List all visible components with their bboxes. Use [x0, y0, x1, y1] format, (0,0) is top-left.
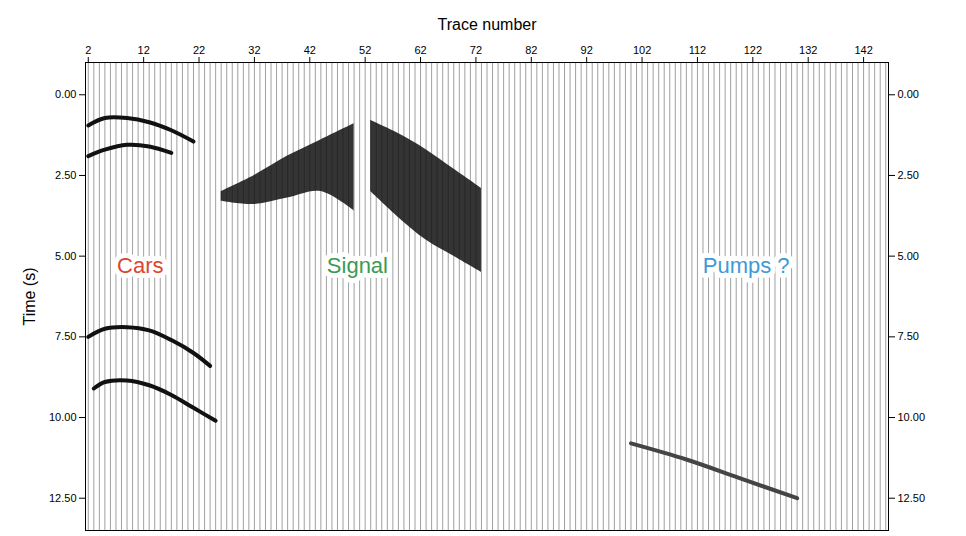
- svg-text:52: 52: [359, 44, 371, 56]
- svg-text:62: 62: [414, 44, 426, 56]
- svg-text:Pumps ?: Pumps ?: [703, 253, 790, 278]
- svg-text:5.00: 5.00: [898, 250, 919, 262]
- svg-text:32: 32: [248, 44, 260, 56]
- svg-text:22: 22: [193, 44, 205, 56]
- svg-text:7.50: 7.50: [898, 330, 919, 342]
- svg-text:Signal: Signal: [327, 253, 388, 278]
- svg-text:12.50: 12.50: [49, 492, 77, 504]
- svg-text:12: 12: [138, 44, 150, 56]
- svg-text:7.50: 7.50: [55, 330, 76, 342]
- svg-text:92: 92: [581, 44, 593, 56]
- svg-text:102: 102: [633, 44, 651, 56]
- svg-text:132: 132: [799, 44, 817, 56]
- svg-text:10.00: 10.00: [49, 411, 77, 423]
- svg-text:42: 42: [304, 44, 316, 56]
- svg-text:122: 122: [744, 44, 762, 56]
- svg-text:112: 112: [689, 44, 707, 56]
- svg-text:0.00: 0.00: [55, 88, 76, 100]
- svg-text:82: 82: [525, 44, 537, 56]
- svg-text:142: 142: [854, 44, 872, 56]
- svg-text:Trace number: Trace number: [438, 16, 538, 33]
- svg-text:72: 72: [470, 44, 482, 56]
- svg-text:Cars: Cars: [117, 253, 163, 278]
- svg-text:2.50: 2.50: [55, 169, 76, 181]
- svg-text:12.50: 12.50: [898, 492, 926, 504]
- svg-text:Time (s): Time (s): [21, 267, 38, 325]
- svg-text:10.00: 10.00: [898, 411, 926, 423]
- svg-text:0.00: 0.00: [898, 88, 919, 100]
- svg-text:5.00: 5.00: [55, 250, 76, 262]
- svg-text:2.50: 2.50: [898, 169, 919, 181]
- svg-text:2: 2: [85, 44, 91, 56]
